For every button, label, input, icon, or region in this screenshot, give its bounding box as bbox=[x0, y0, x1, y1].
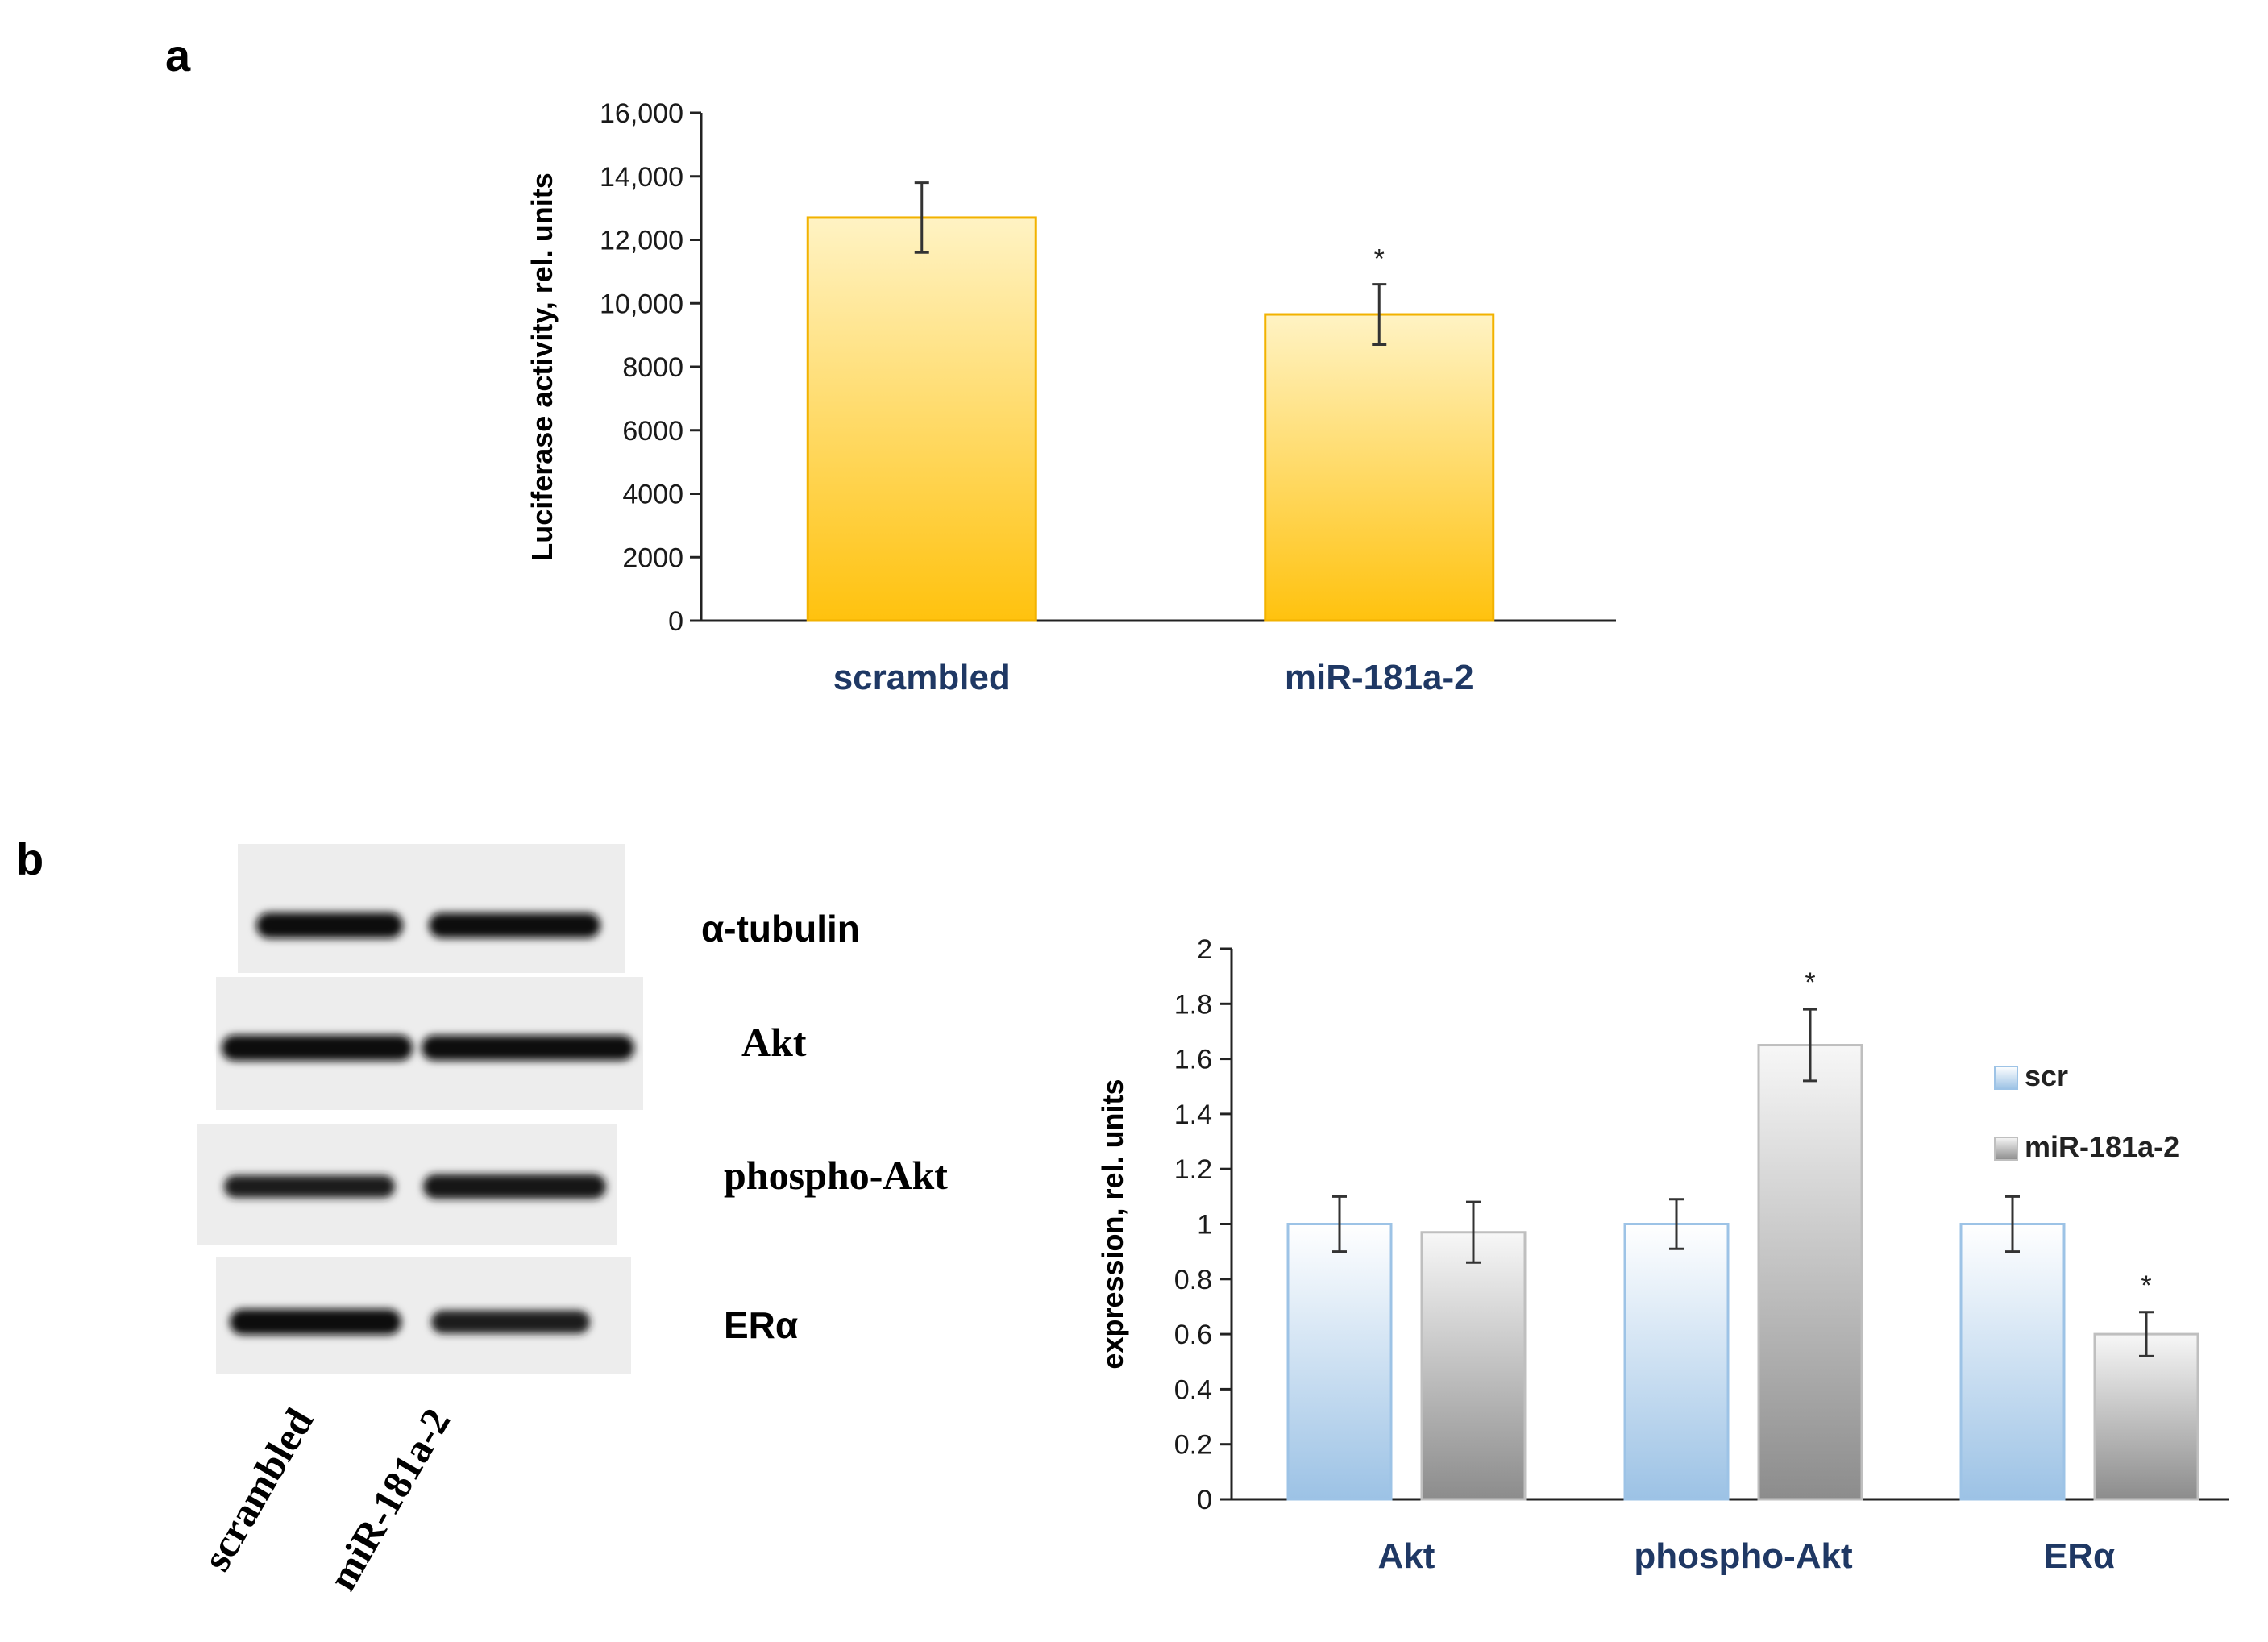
blot-band bbox=[429, 912, 600, 938]
error-bar bbox=[1803, 1008, 1817, 1083]
y-tick-label: 10,000 bbox=[600, 289, 683, 319]
blot-band bbox=[423, 1174, 606, 1199]
error-bar bbox=[1466, 1200, 1481, 1264]
blot-strip bbox=[238, 844, 625, 973]
x-category-label: ERα bbox=[2044, 1536, 2115, 1576]
legend-label: scr bbox=[2025, 1059, 2068, 1092]
y-tick-label: 0.4 bbox=[1174, 1374, 1212, 1405]
y-axis-title: Luciferase activity, rel. units bbox=[525, 173, 559, 561]
blot-row: phospho-Akt bbox=[197, 1124, 948, 1245]
blot-band-label: ERα bbox=[724, 1304, 798, 1346]
bar bbox=[1623, 1223, 1730, 1501]
blot-band bbox=[230, 1309, 401, 1335]
bar bbox=[1264, 313, 1495, 622]
error-bar bbox=[914, 181, 929, 254]
blot-band bbox=[256, 912, 403, 938]
y-tick-label: 1.8 bbox=[1174, 989, 1212, 1020]
x-category-label: phospho-Akt bbox=[1634, 1536, 1853, 1576]
legend: scr miR-181a-2 bbox=[1994, 1059, 2179, 1163]
x-category-label: scrambled bbox=[833, 658, 1011, 697]
bar bbox=[1286, 1223, 1393, 1501]
y-tick-label: 0 bbox=[1197, 1485, 1212, 1515]
y-tick-label: 16,000 bbox=[600, 98, 683, 129]
bar bbox=[1959, 1223, 2066, 1501]
blot-band-label: phospho-Akt bbox=[724, 1153, 948, 1198]
blot-row: Akt bbox=[216, 977, 807, 1110]
x-category-label: miR-181a-2 bbox=[1285, 658, 1474, 697]
blot-row: ERα bbox=[216, 1257, 798, 1374]
y-axis-title: expression, rel. units bbox=[1096, 1079, 1129, 1369]
legend-swatch bbox=[1994, 1137, 2018, 1161]
y-tick-label: 0.6 bbox=[1174, 1320, 1212, 1350]
y-tick-label: 0 bbox=[668, 606, 683, 637]
y-tick-label: 12,000 bbox=[600, 226, 683, 256]
y-tick-label: 1 bbox=[1197, 1210, 1212, 1241]
blot-band bbox=[222, 1035, 413, 1061]
y-tick-label: 2 bbox=[1197, 934, 1212, 965]
y-tick-label: 14,000 bbox=[600, 162, 683, 193]
bar bbox=[1757, 1044, 1863, 1501]
luciferase-bar-chart: 0 2000 4000 6000 8000 10,000 12,000 14,000 16,00… bbox=[525, 98, 1616, 697]
panel-b-letter: b bbox=[16, 833, 44, 884]
y-tick-label: 1.4 bbox=[1174, 1100, 1212, 1130]
error-bar bbox=[2005, 1195, 2020, 1253]
expression-bar-chart: 0 0.2 0.4 0.6 0.8 1 1.2 1.4 1.6 1.8 2 expression, r… bbox=[1096, 934, 2229, 1576]
y-tick-label: 0.2 bbox=[1174, 1430, 1212, 1461]
significance-star: * bbox=[1805, 967, 1815, 998]
blot-band-label: Akt bbox=[741, 1020, 807, 1065]
y-tick-label: 0.8 bbox=[1174, 1265, 1212, 1295]
y-tick-label: 1.6 bbox=[1174, 1045, 1212, 1075]
panel-a-letter: a bbox=[165, 30, 191, 81]
significance-star: * bbox=[1374, 244, 1385, 275]
x-category-label: Akt bbox=[1378, 1536, 1435, 1576]
y-tick-label: 6000 bbox=[622, 416, 683, 447]
bar bbox=[806, 216, 1037, 622]
error-bar bbox=[1372, 283, 1387, 346]
error-bar bbox=[2139, 1311, 2154, 1357]
western-blot: α-tubulin Akt phospho-Akt ERα scrambledmiR-1… bbox=[193, 844, 948, 1598]
error-bar bbox=[1332, 1195, 1347, 1253]
significance-star: * bbox=[2141, 1270, 2151, 1301]
blot-lane-label: scrambled bbox=[193, 1400, 322, 1578]
blot-band-label: α-tubulin bbox=[701, 908, 860, 950]
y-tick-label: 4000 bbox=[622, 480, 683, 510]
y-tick-label: 1.2 bbox=[1174, 1154, 1212, 1185]
error-bar bbox=[1669, 1198, 1684, 1250]
legend-label: miR-181a-2 bbox=[2025, 1130, 2179, 1163]
blot-band bbox=[224, 1175, 395, 1198]
blot-row: α-tubulin bbox=[238, 844, 860, 973]
legend-swatch bbox=[1994, 1066, 2018, 1090]
blot-band bbox=[422, 1035, 634, 1061]
y-tick-label: 2000 bbox=[622, 542, 683, 573]
blot-lane-label: miR-181a-2 bbox=[319, 1401, 459, 1598]
bar bbox=[2093, 1332, 2199, 1501]
bar bbox=[1420, 1231, 1527, 1501]
y-tick-label: 8000 bbox=[622, 352, 683, 383]
blot-band bbox=[431, 1310, 590, 1334]
